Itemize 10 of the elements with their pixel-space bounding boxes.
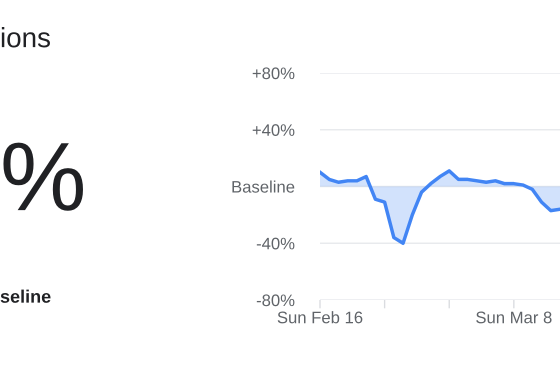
y-tick-label: Baseline xyxy=(232,180,294,193)
y-tick-label: +40% xyxy=(252,124,294,136)
text: ions xyxy=(2,27,50,48)
x-tick-label: Sun Mar 8 xyxy=(476,312,552,324)
y-tick-label: -80% xyxy=(256,294,294,306)
y-tick-label: -40% xyxy=(256,238,294,250)
text: seline xyxy=(0,290,51,303)
y-tick-label: +80% xyxy=(252,67,294,80)
text: % xyxy=(3,142,83,211)
x-tick-label: Sun Feb 16 xyxy=(278,311,362,324)
